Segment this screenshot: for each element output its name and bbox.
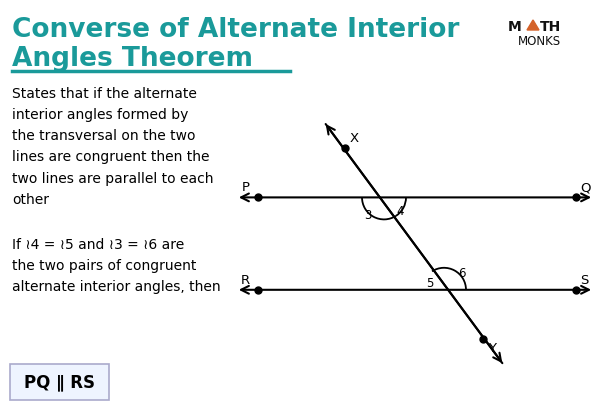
FancyBboxPatch shape	[10, 364, 109, 400]
Text: 5: 5	[427, 277, 434, 290]
Text: TH: TH	[540, 20, 561, 34]
Text: PQ ∥ RS: PQ ∥ RS	[25, 373, 95, 391]
Text: States that if the alternate
interior angles formed by
the transversal on the tw: States that if the alternate interior an…	[12, 87, 214, 207]
Text: Y: Y	[488, 342, 496, 355]
Text: If ≀4 = ≀5 and ≀3 = ≀6 are
the two pairs of congruent
alternate interior angles,: If ≀4 = ≀5 and ≀3 = ≀6 are the two pairs…	[12, 238, 221, 294]
Text: S: S	[580, 274, 589, 287]
Text: M: M	[508, 20, 522, 34]
Text: 3: 3	[364, 209, 371, 222]
Text: Q: Q	[580, 181, 590, 194]
Text: X: X	[350, 132, 359, 145]
Text: P: P	[242, 181, 250, 194]
Text: 6: 6	[458, 267, 466, 280]
Text: 4: 4	[396, 205, 404, 218]
Polygon shape	[527, 20, 539, 30]
Text: R: R	[241, 274, 250, 287]
Text: Angles Theorem: Angles Theorem	[12, 46, 253, 72]
Text: Converse of Alternate Interior: Converse of Alternate Interior	[12, 17, 460, 43]
Text: MONKS: MONKS	[518, 35, 561, 48]
